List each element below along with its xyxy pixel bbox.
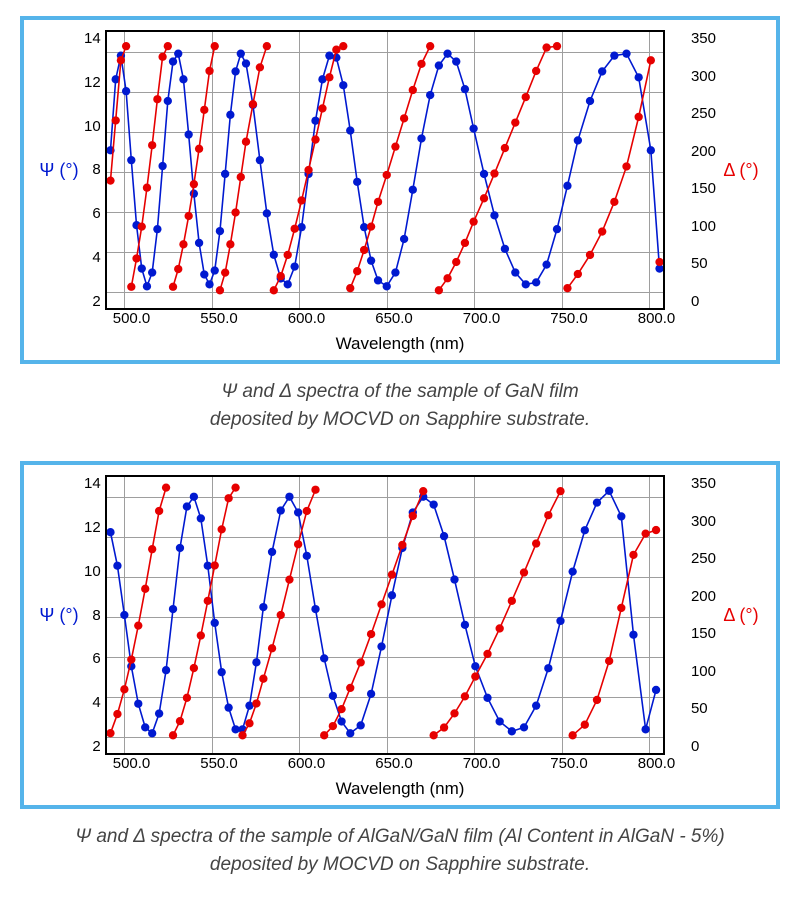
y-axis-left-label: Ψ (°) (34, 605, 84, 626)
x-axis-label: Wavelength (nm) (34, 334, 766, 354)
chart-panel-gan: Ψ (°) 1412108642 350300250200150100500 Δ… (20, 16, 780, 364)
y-axis-right-ticks: 350300250200150100500 (687, 30, 716, 310)
caption-line: deposited by MOCVD on Sapphire substrate… (210, 854, 590, 875)
plot-wrap (105, 475, 687, 755)
y-axis-left-ticks: 1412108642 (84, 30, 105, 310)
x-axis-ticks: 500.0550.0600.0650.0700.0750.0800.0 (84, 755, 704, 775)
y-axis-right-ticks: 350300250200150100500 (687, 475, 716, 755)
caption-line: Ψ and Δ spectra of the sample of AlGaN/G… (75, 826, 724, 847)
plot-area (105, 475, 665, 755)
plot-area (105, 30, 665, 310)
y-axis-right-label: Δ (°) (716, 160, 766, 181)
caption-line: Ψ and Δ spectra of the sample of GaN fil… (221, 381, 578, 402)
chart-row: Ψ (°) 1412108642 350300250200150100500 Δ… (34, 30, 766, 310)
x-axis-ticks: 500.0550.0600.0650.0700.0750.0800.0 (84, 310, 704, 330)
x-axis-label: Wavelength (nm) (34, 779, 766, 799)
y-axis-left-ticks: 1412108642 (84, 475, 105, 755)
caption-line: deposited by MOCVD on Sapphire substrate… (210, 409, 590, 430)
chart-row: Ψ (°) 1412108642 350300250200150100500 Δ… (34, 475, 766, 755)
y-axis-right-label: Δ (°) (716, 605, 766, 626)
chart-panel-algan: Ψ (°) 1412108642 350300250200150100500 Δ… (20, 461, 780, 809)
chart-caption-gan: Ψ and Δ spectra of the sample of GaN fil… (12, 378, 788, 433)
plot-wrap (105, 30, 687, 310)
y-axis-left-label: Ψ (°) (34, 160, 84, 181)
chart-caption-algan: Ψ and Δ spectra of the sample of AlGaN/G… (12, 823, 788, 878)
